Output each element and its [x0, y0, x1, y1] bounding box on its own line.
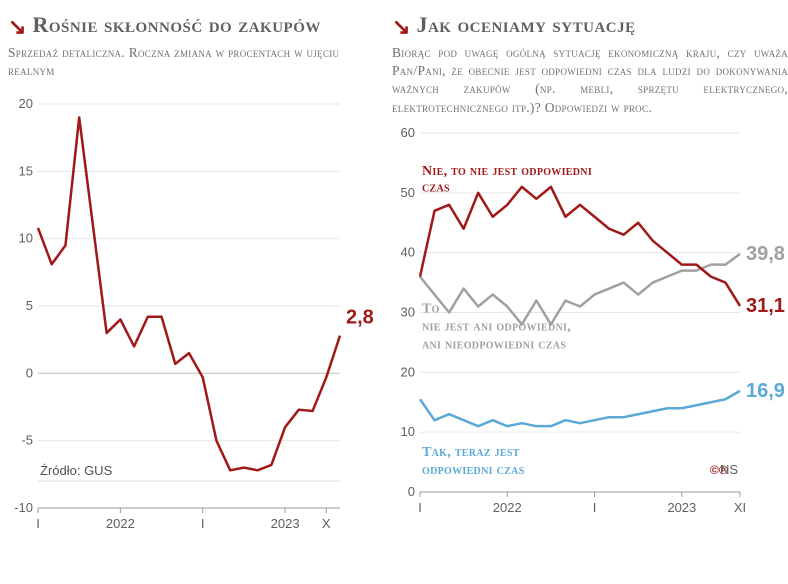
left-chart-wrap: -10 -5 0 5 10 15 20 I 2022 I 2023 X 2,8 Źródło: GUS [8, 90, 384, 540]
left-subtitle: Sprzedaż detaliczna. Roczna zmiana w pro… [8, 44, 384, 80]
svg-text:2022: 2022 [106, 516, 135, 531]
right-panel: ↘Jak oceniamy sytuację Biorąc pod uwagę … [392, 12, 788, 572]
svg-text:50: 50 [401, 185, 415, 200]
svg-text:0: 0 [408, 484, 415, 499]
svg-text:NS: NS [720, 462, 738, 477]
svg-text:-5: -5 [21, 433, 33, 448]
svg-text:30: 30 [401, 304, 415, 319]
right-chart: 0 10 20 30 40 50 60 I 2022 I 2023 XI 39,8 31,1 16,9 Nie… [392, 127, 788, 522]
svg-text:40: 40 [401, 245, 415, 260]
svg-text:I: I [593, 500, 597, 515]
svg-text:2023: 2023 [667, 500, 696, 515]
svg-text:To: To [422, 301, 440, 316]
svg-text:Źródło: GUS: Źródło: GUS [40, 464, 113, 479]
svg-text:I: I [36, 516, 40, 531]
svg-text:20: 20 [19, 96, 33, 111]
left-chart: -10 -5 0 5 10 15 20 I 2022 I 2023 X 2,8 Źródło: GUS [8, 90, 384, 540]
svg-text:-10: -10 [14, 500, 33, 515]
svg-text:czas: czas [422, 181, 450, 196]
svg-text:16,9: 16,9 [746, 380, 785, 402]
svg-text:60: 60 [401, 127, 415, 140]
svg-text:XI: XI [734, 500, 746, 515]
svg-text:I: I [418, 500, 422, 515]
left-heading: ↘Rośnie skłonność do zakupów [8, 12, 384, 38]
svg-text:ani nieodpowiedni czas: ani nieodpowiedni czas [422, 337, 566, 352]
svg-text:0: 0 [26, 366, 33, 381]
svg-text:39,8: 39,8 [746, 243, 785, 265]
svg-text:odpowiedni czas: odpowiedni czas [422, 463, 525, 478]
svg-text:2023: 2023 [271, 516, 300, 531]
arrow-down-icon: ↘ [8, 14, 26, 40]
svg-text:2022: 2022 [493, 500, 522, 515]
right-chart-wrap: 0 10 20 30 40 50 60 I 2022 I 2023 XI 39,8 31,1 16,9 Nie… [392, 127, 788, 522]
svg-text:2,8: 2,8 [346, 307, 374, 329]
svg-text:nie jest ani odpowiedni,: nie jest ani odpowiedni, [422, 319, 571, 334]
svg-text:10: 10 [19, 231, 33, 246]
svg-text:Nie, to nie jest odpowiedni: Nie, to nie jest odpowiedni [422, 164, 592, 179]
svg-text:Tak, teraz jest: Tak, teraz jest [422, 445, 520, 460]
right-subtitle: Biorąc pod uwagę ogólną sytuację ekonomi… [392, 44, 788, 117]
svg-text:15: 15 [19, 164, 33, 179]
svg-text:X: X [322, 516, 331, 531]
infographic-container: ↘Rośnie skłonność do zakupów Sprzedaż de… [0, 0, 788, 584]
svg-text:I: I [201, 516, 205, 531]
svg-text:10: 10 [401, 424, 415, 439]
arrow-down-icon: ↘ [392, 14, 410, 40]
svg-text:5: 5 [26, 298, 33, 313]
svg-text:20: 20 [401, 364, 415, 379]
right-heading: ↘Jak oceniamy sytuację [392, 12, 788, 38]
right-title: Jak oceniamy sytuację [416, 12, 635, 37]
left-title: Rośnie skłonność do zakupów [32, 12, 320, 37]
svg-text:31,1: 31,1 [746, 295, 785, 317]
left-panel: ↘Rośnie skłonność do zakupów Sprzedaż de… [8, 12, 384, 572]
